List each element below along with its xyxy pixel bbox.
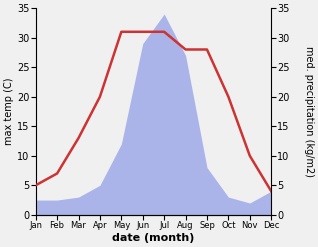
Y-axis label: max temp (C): max temp (C) <box>4 78 14 145</box>
X-axis label: date (month): date (month) <box>112 233 195 243</box>
Y-axis label: med. precipitation (kg/m2): med. precipitation (kg/m2) <box>304 46 314 177</box>
